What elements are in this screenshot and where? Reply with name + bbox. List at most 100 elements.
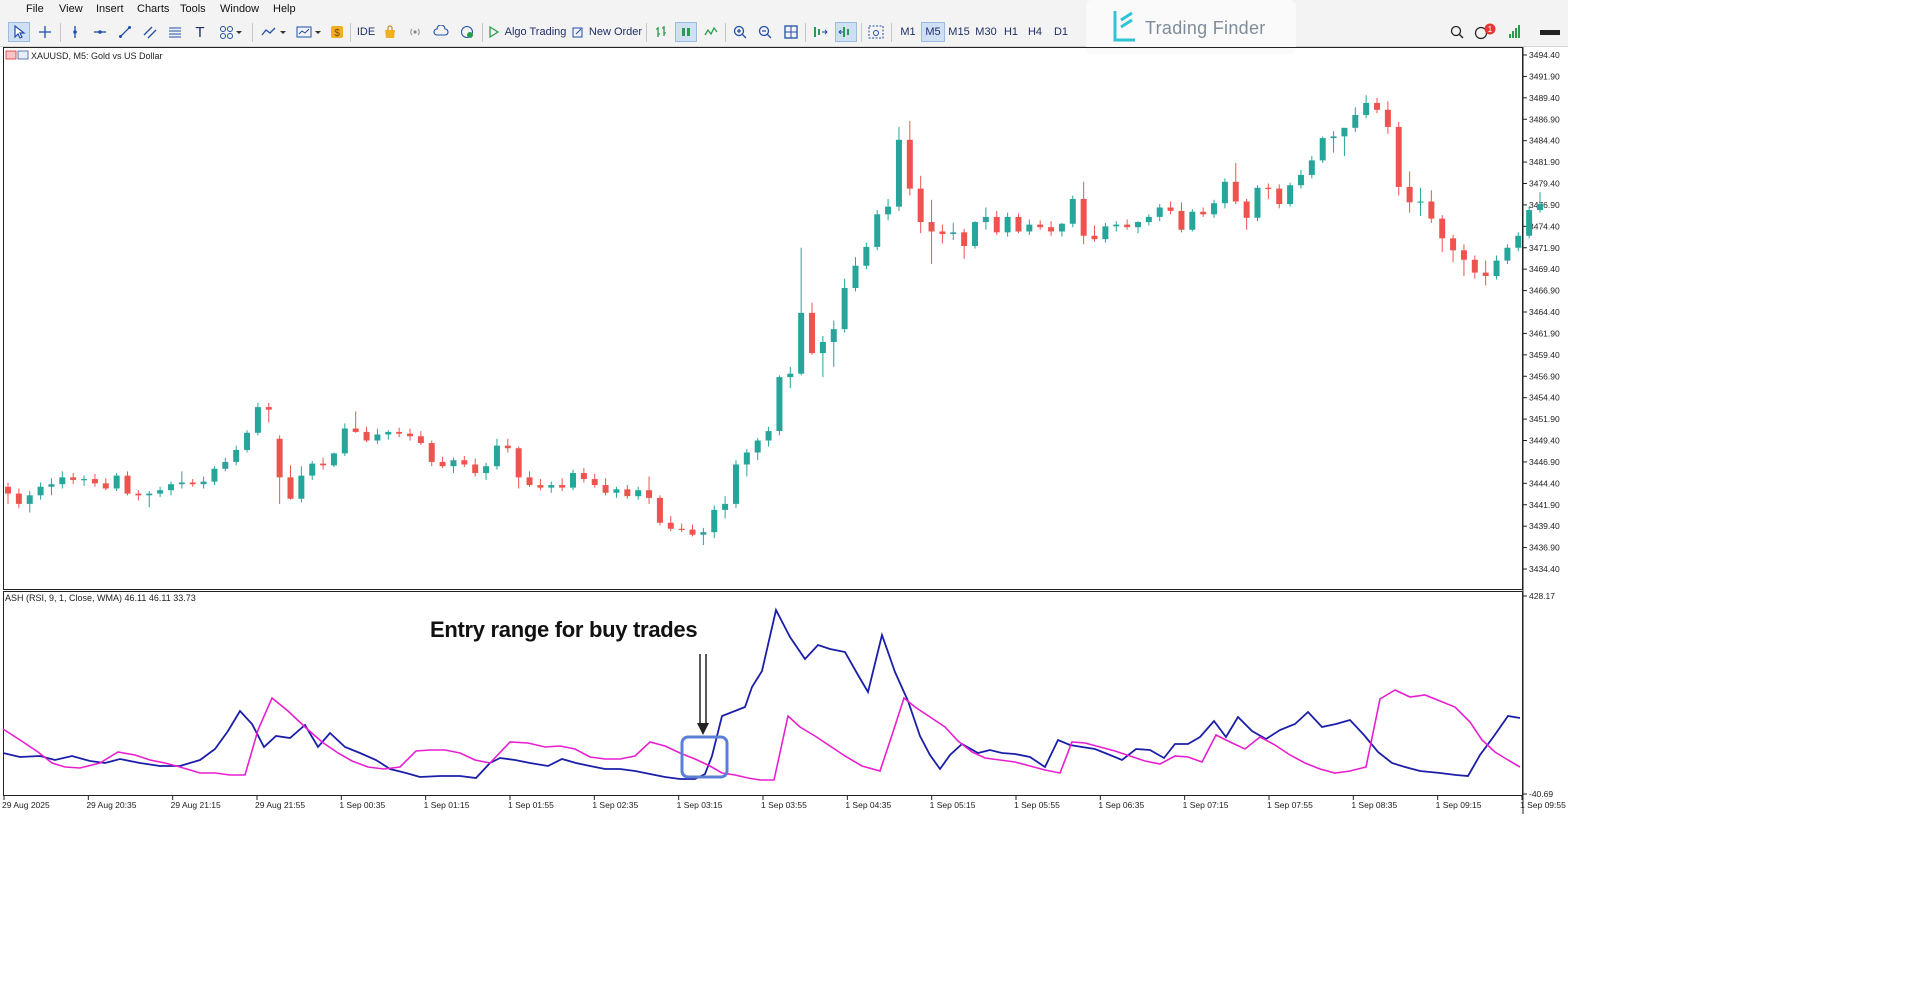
- candle-body: [1243, 201, 1250, 218]
- window-controls-icon[interactable]: [1530, 22, 1564, 42]
- svg-text:$: $: [334, 28, 340, 39]
- candle-body: [787, 373, 794, 378]
- algo-trading-button[interactable]: Algo Trading: [487, 22, 567, 42]
- bearish-candle: [993, 210, 1000, 235]
- bearish-candle: [526, 471, 533, 487]
- candle-body: [70, 477, 77, 480]
- chart-title: XAUUSD, M5: Gold vs US Dollar: [31, 51, 163, 61]
- shapes-dropdown-icon[interactable]: [214, 22, 248, 42]
- time-tick-label: 29 Aug 2025: [2, 800, 50, 810]
- vertical-line-icon[interactable]: [64, 22, 86, 42]
- bag-icon[interactable]: [380, 22, 400, 42]
- ide-button[interactable]: IDE: [356, 26, 376, 38]
- candle-body: [1254, 187, 1261, 218]
- candle-body: [700, 532, 707, 535]
- candle-body: [26, 495, 33, 504]
- candle-body: [1232, 181, 1239, 202]
- bearish-candle: [678, 523, 685, 533]
- cursor-icon[interactable]: [8, 22, 30, 42]
- indicators-dropdown-icon[interactable]: [257, 22, 291, 42]
- candle-body: [765, 431, 772, 441]
- candle-body: [678, 528, 685, 530]
- fibonacci-icon[interactable]: [164, 22, 186, 42]
- zoom-out-icon[interactable]: [754, 22, 776, 42]
- timeframe-m15[interactable]: M15: [948, 26, 970, 38]
- line-chart-icon[interactable]: [700, 22, 722, 42]
- text-icon[interactable]: T: [195, 23, 205, 41]
- play-icon: [488, 26, 499, 38]
- signal-icon[interactable]: [404, 22, 426, 42]
- timeframe-h1[interactable]: H1: [1003, 26, 1019, 38]
- autoscroll-icon[interactable]: [835, 22, 857, 42]
- price-tick-label: 3459.40: [1529, 350, 1560, 360]
- menu-window[interactable]: Window: [220, 3, 260, 15]
- candle-body: [624, 489, 631, 497]
- timeframe-m5[interactable]: M5: [921, 22, 945, 42]
- timeframe-h4[interactable]: H4: [1027, 26, 1043, 38]
- menu-tools[interactable]: Tools: [180, 3, 206, 15]
- bullish-candle: [613, 486, 620, 498]
- timeframe-m30[interactable]: M30: [975, 26, 997, 38]
- zoom-in-icon[interactable]: [729, 22, 751, 42]
- bullish-candle: [178, 471, 185, 489]
- price-tick-label: 3486.90: [1529, 114, 1560, 124]
- candle-body: [635, 490, 642, 497]
- bearish-candle: [1178, 202, 1185, 233]
- chart-window[interactable]: XAUUSD, M5: Gold vs US Dollar ASH (RSI, …: [0, 47, 1568, 814]
- candle-body: [1211, 203, 1218, 215]
- bearish-candle: [1276, 184, 1283, 209]
- bearish-candle: [961, 228, 968, 259]
- bullish-candle: [1417, 187, 1424, 217]
- bar-chart-icon[interactable]: [650, 22, 672, 42]
- market-icon[interactable]: $: [327, 22, 347, 42]
- templates-dropdown-icon[interactable]: [292, 22, 326, 42]
- bearish-candle: [5, 482, 11, 504]
- time-tick-label: 1 Sep 08:35: [1351, 800, 1397, 810]
- menu-insert[interactable]: Insert: [96, 3, 124, 15]
- bearish-candle: [906, 120, 913, 196]
- tile-windows-icon[interactable]: [780, 22, 802, 42]
- candle-body: [874, 214, 881, 247]
- candle-body: [178, 482, 185, 485]
- menu-view[interactable]: View: [59, 3, 83, 15]
- timeframe-d1[interactable]: D1: [1053, 26, 1069, 38]
- notifications-icon[interactable]: 1: [1472, 22, 1498, 42]
- bullish-candle: [233, 445, 240, 466]
- screenshot-icon[interactable]: [865, 22, 887, 42]
- price-tick-label: 3456.90: [1529, 371, 1560, 381]
- trendline-icon[interactable]: [114, 22, 136, 42]
- candle-body: [1526, 210, 1533, 236]
- price-axis: 3494.40 3491.90 3489.40 3486.90 3484.40 3481.…: [1523, 50, 1560, 574]
- time-tick-label: 1 Sep 07:15: [1183, 800, 1229, 810]
- bearish-candle: [1439, 215, 1446, 253]
- candles-group: [5, 95, 1543, 546]
- new-order-button[interactable]: New Order: [571, 22, 643, 42]
- bullish-candle: [1363, 95, 1370, 119]
- candle-body: [1145, 216, 1152, 223]
- time-tick-label: 1 Sep 09:15: [1436, 800, 1482, 810]
- menu-charts[interactable]: Charts: [137, 3, 170, 15]
- chart-canvas[interactable]: XAUUSD, M5: Gold vs US Dollar ASH (RSI, …: [0, 47, 1568, 814]
- time-tick-label: 1 Sep 09:55: [1520, 800, 1566, 810]
- candlestick-icon[interactable]: [675, 22, 697, 42]
- search-icon[interactable]: [1446, 22, 1468, 42]
- price-tick-label: 3491.90: [1529, 71, 1560, 81]
- globe-icon[interactable]: [456, 22, 478, 42]
- candle-body: [1287, 185, 1294, 205]
- channel-icon[interactable]: [139, 22, 161, 42]
- candle-body: [646, 490, 653, 498]
- horizontal-line-icon[interactable]: [89, 22, 111, 42]
- timeframe-m1[interactable]: M1: [900, 26, 916, 38]
- menu-file[interactable]: File: [26, 3, 44, 15]
- chart-shift-icon[interactable]: [809, 22, 831, 42]
- menu-help[interactable]: Help: [273, 3, 296, 15]
- bearish-candle: [1374, 97, 1381, 114]
- candle-body: [1189, 211, 1196, 230]
- cloud-icon[interactable]: [430, 22, 452, 42]
- candle-body: [493, 445, 500, 467]
- bearish-candle: [1200, 207, 1207, 217]
- bearish-candle: [591, 473, 598, 488]
- price-panel-frame: [3, 47, 1523, 590]
- crosshair-icon[interactable]: [34, 22, 56, 42]
- bullish-candle: [200, 476, 207, 489]
